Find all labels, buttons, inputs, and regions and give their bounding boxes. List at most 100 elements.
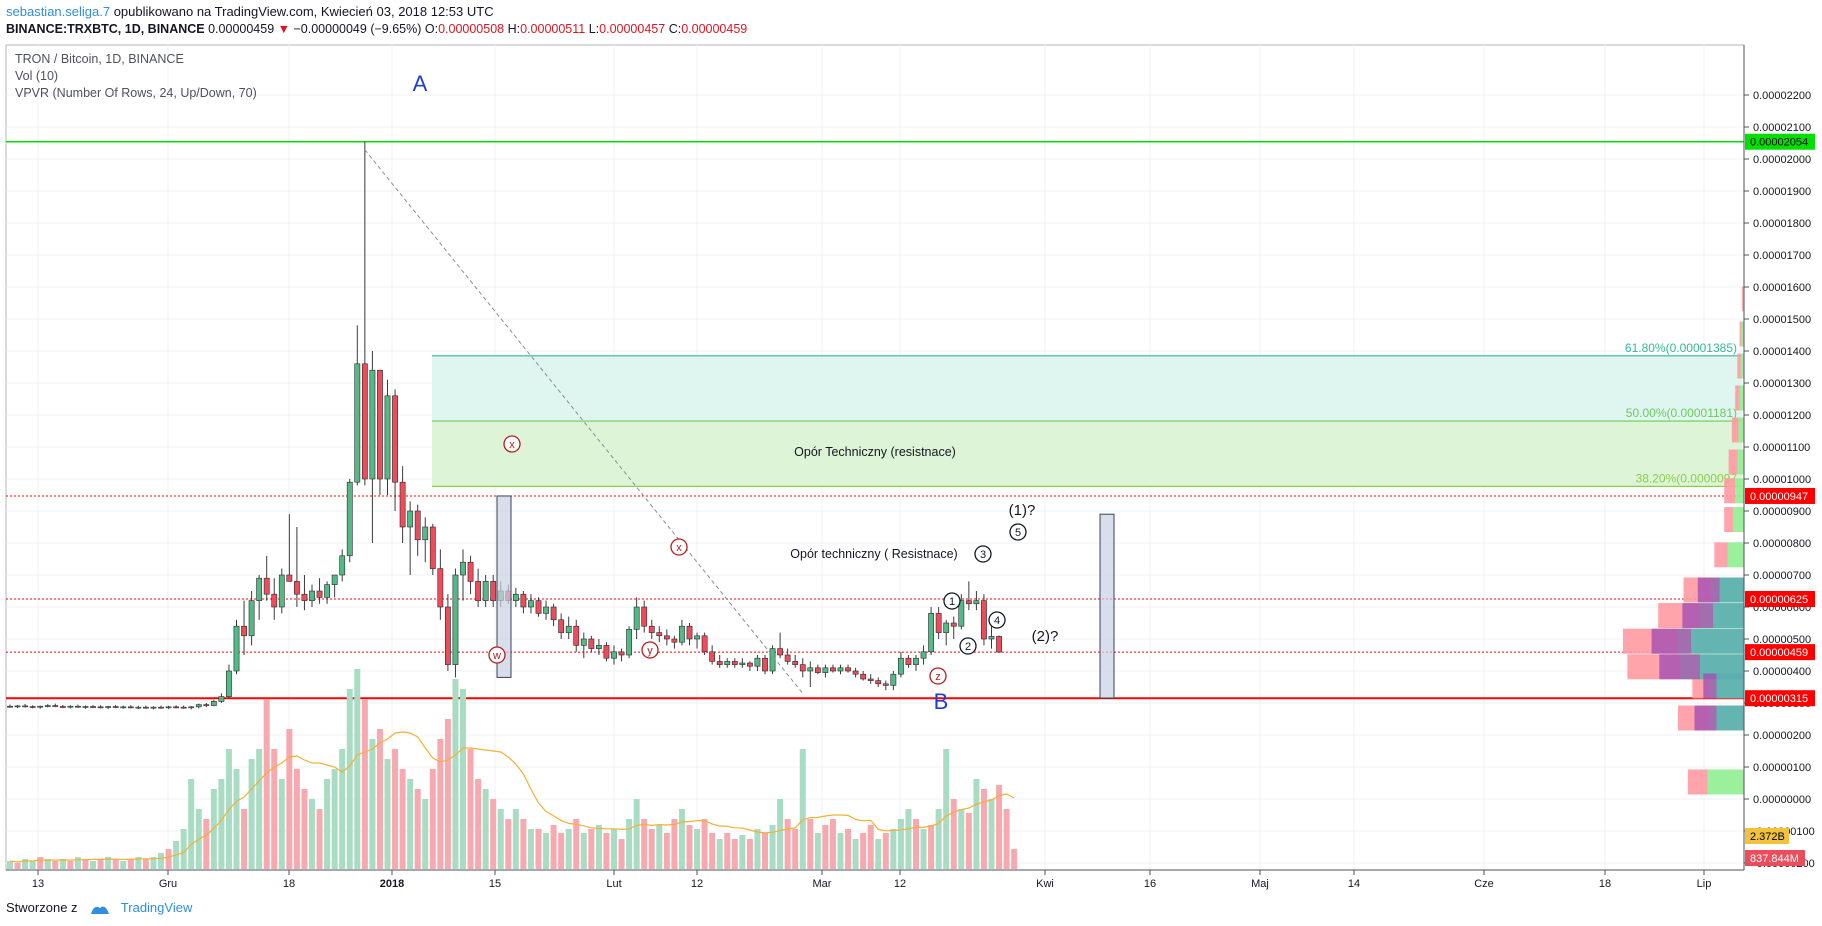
y-axis[interactable]: 0.00002200 0.00002100 0.00002000 0.00001900… [1743,45,1815,870]
volume-bar [475,779,482,869]
wave-label-B: B [934,689,949,714]
close-value: 0.00000459 [681,22,748,36]
fib-label: 50.00%(0.00001181) [1626,406,1737,420]
volume-bar [950,799,957,869]
volume-bar [807,819,814,869]
volume-bar [339,749,346,869]
x-tick-label: 2018 [380,878,404,890]
y-tick-label: 0.00001900 [1753,186,1811,198]
candle-body [422,526,429,541]
volume-bar [422,799,429,869]
volume-bar [452,679,459,869]
candle-body [369,369,376,480]
candle-body [293,581,300,595]
annotations: A B Opór Techniczny (resistnace) Opór techn… [364,71,1115,714]
y-tick-label: 0.00000000 [1753,794,1811,806]
high-value: 0.00000511 [520,22,586,36]
candle-body [120,706,127,709]
candle-body [180,706,187,709]
candle-body [988,636,995,640]
volume-bar [686,825,693,869]
volume-bar [444,719,451,869]
vpvr-up-bar [1733,507,1744,533]
volume-bar [988,799,995,869]
candle-body [656,632,663,637]
volume-bar [543,833,550,869]
price-tag-support: 0.00000315 [1750,693,1808,705]
volume-bar [429,769,436,869]
candle-body [565,625,572,633]
candle-body [875,680,882,685]
legend-volume[interactable]: Vol (10) [15,69,59,83]
vpvr-down-bar [1739,321,1742,347]
candle-body [558,619,565,633]
vpvr-up-bar [1707,769,1744,795]
candle-body [996,636,1002,653]
candle-body [648,625,655,633]
vpvr-poc-up [1691,628,1744,654]
candle-body [935,613,942,633]
candle-body [135,706,142,709]
y-tick-label: 0.00002200 [1753,90,1811,102]
candle-body [346,481,353,557]
wave-circle-label: 2 [965,641,971,653]
legend-title[interactable]: TRON / Bitcoin, 1D, BINANCE [15,52,184,66]
vpvr-poc-up [1716,673,1744,699]
volume-bar [852,839,859,869]
x-axis[interactable]: 13 Gru 18 2018 15 Lut 12 Mar 12 Kwi 16 Maj 14 Cze 18 Li… [6,869,1744,890]
price-tag-r2-bg [1745,591,1815,607]
volume-bar [814,833,821,869]
candle-body [920,651,927,659]
range-box-1 [496,495,512,678]
volume-bar [437,739,444,869]
volume-bar [633,799,640,869]
volume-bar [512,809,519,869]
candle-body [22,705,28,708]
y-tick-label: 0.00000200 [1753,730,1811,742]
candle-body [731,661,738,665]
candle-body [663,635,670,640]
volume-bar [573,819,580,869]
open-value: 0.00000508 [438,22,505,36]
legend-vpvr[interactable]: VPVR (Number Of Rows, 24, Up/Down, 70) [15,86,257,100]
author-link[interactable]: sebastian.seliga.7 [6,4,111,19]
price-tag-r1: 0.00000947 [1750,491,1808,503]
volume-bar [354,669,361,869]
volume-bar [286,729,293,869]
volume-bar [1003,809,1010,869]
volume-bar [278,779,285,869]
vpvr-poc-down [1682,603,1714,629]
y-tick-label: 0.00000100 [1753,762,1811,774]
candle-body [913,657,919,665]
candle-body [897,657,904,675]
volume-bar [671,819,678,869]
volume-bar [44,859,51,869]
volume-bar [731,839,738,869]
candle-body [943,622,950,633]
tradingview-link[interactable]: TradingView [120,900,193,915]
vpvr-up-bar [1740,353,1744,379]
y-tick-label: 0.00001500 [1753,314,1811,326]
resistance-label-1: Opór Techniczny (resistnace) [794,445,956,459]
vpvr-poc-up [1719,577,1744,603]
volume-bar [928,825,935,869]
low-value: 0.00000457 [599,22,666,36]
candle-body [143,706,149,709]
candle-body [965,600,972,605]
vpvr-down-bar [1714,542,1728,568]
symbol-text: BINANCE:TRXBTC, 1D, BINANCE [6,22,205,36]
price-tag-top-bg [1745,133,1815,150]
x-tick-label: 13 [32,878,44,890]
candle-body [807,667,814,672]
y-tick-label: 0.00001100 [1753,442,1810,454]
volume-bar [22,859,29,869]
x-tick-label: 18 [1599,878,1611,890]
candle-body [218,696,225,702]
candle-body [535,600,542,614]
volume-bar [271,749,278,869]
wave-circle-label: z [935,671,941,683]
volume-bar [875,839,882,869]
candle-body [90,706,96,708]
x-tick-label: 18 [283,878,295,890]
